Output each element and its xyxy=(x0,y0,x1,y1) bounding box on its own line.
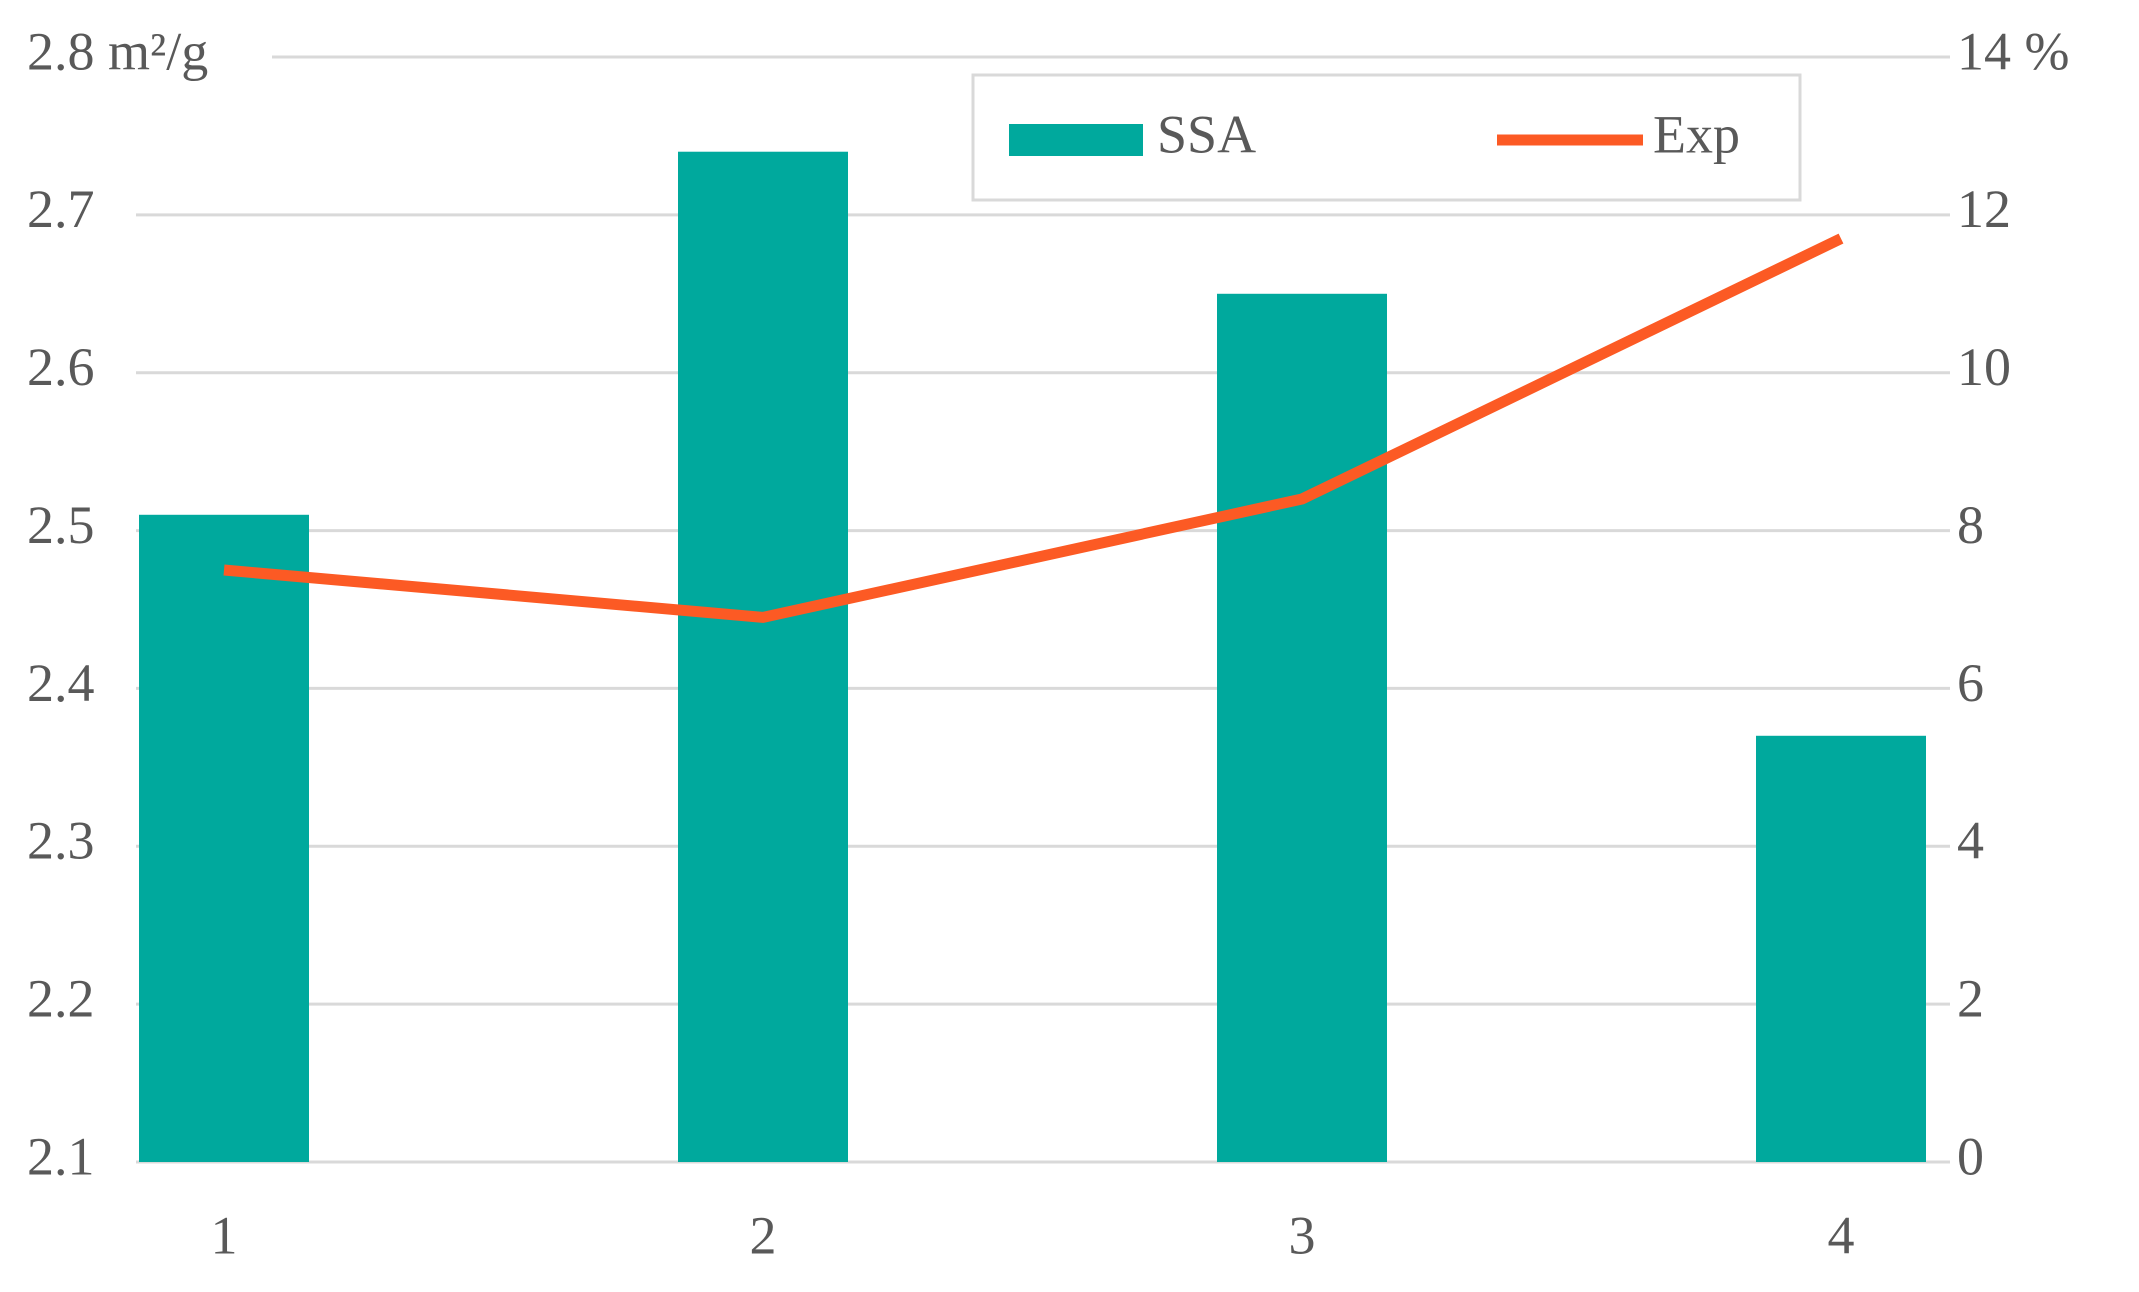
legend-label: Exp xyxy=(1653,104,1740,164)
y-tick-label: 2.3 xyxy=(27,811,95,871)
y-tick-label: 2.8 m²/g xyxy=(27,21,208,81)
y-tick-label: 2.5 xyxy=(27,495,95,555)
y-tick-label: 2.4 xyxy=(27,653,95,713)
bar xyxy=(1756,735,1926,1162)
bar xyxy=(678,151,848,1162)
y-tick-label: 2.2 xyxy=(27,969,95,1029)
y2-tick-label: 2 xyxy=(1957,969,1984,1029)
y2-tick-label: 6 xyxy=(1957,653,1984,713)
y2-tick-label: 10 xyxy=(1957,337,2011,397)
x-tick-label: 2 xyxy=(750,1205,777,1265)
y-tick-label: 2.1 xyxy=(27,1126,95,1186)
x-tick-label: 1 xyxy=(211,1205,238,1265)
y2-tick-label: 8 xyxy=(1957,495,1984,555)
y2-tick-label: 4 xyxy=(1957,811,1984,871)
bar xyxy=(139,514,309,1162)
legend-swatch xyxy=(1009,124,1143,156)
y-tick-label: 2.7 xyxy=(27,179,95,239)
legend-label: SSA xyxy=(1157,104,1256,164)
y2-tick-label: 14 % xyxy=(1957,21,2069,81)
y2-tick-label: 0 xyxy=(1957,1126,1984,1186)
y-tick-label: 2.6 xyxy=(27,337,95,397)
x-tick-label: 4 xyxy=(1828,1205,1855,1265)
bar xyxy=(1217,293,1387,1162)
x-tick-label: 3 xyxy=(1289,1205,1316,1265)
y2-tick-label: 12 xyxy=(1957,179,2011,239)
line xyxy=(223,233,1844,623)
